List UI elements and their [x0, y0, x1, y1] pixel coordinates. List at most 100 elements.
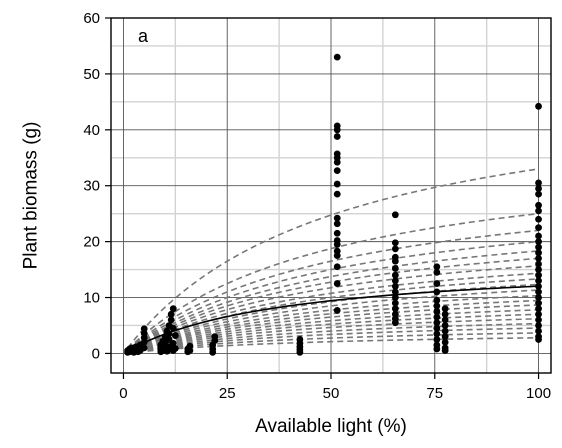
data-point — [441, 338, 449, 346]
data-point — [535, 215, 542, 223]
group-curve — [127, 250, 539, 352]
group-curve — [127, 283, 539, 353]
data-point — [333, 263, 341, 271]
data-point — [391, 277, 399, 285]
group-curve — [127, 240, 539, 351]
data-point — [391, 257, 399, 265]
data-point — [535, 238, 542, 246]
data-point — [535, 316, 542, 324]
y-tick-label: 10 — [83, 290, 100, 307]
data-point — [433, 280, 441, 287]
data-point — [433, 345, 441, 353]
data-point — [433, 330, 441, 338]
data-point — [296, 336, 304, 343]
data-point — [140, 344, 148, 352]
data-point — [535, 288, 542, 296]
y-tick-label: 40 — [83, 122, 100, 139]
data-point — [391, 299, 399, 307]
x-axis-title: Available light (%) — [255, 416, 407, 437]
y-axis-title: Plant biomass (g) — [21, 122, 42, 270]
data-point — [441, 333, 449, 341]
data-point — [535, 249, 542, 257]
group-curve — [127, 229, 539, 351]
data-point — [333, 252, 341, 259]
y-tick-label: 30 — [83, 178, 100, 195]
data-point — [433, 336, 441, 343]
group-curve — [127, 327, 539, 354]
data-point — [535, 305, 542, 313]
data-point — [441, 327, 449, 335]
group-curve — [127, 309, 539, 353]
data-point — [535, 310, 542, 318]
data-point — [165, 330, 173, 338]
data-point — [391, 245, 399, 253]
y-tick-label: 50 — [83, 66, 100, 83]
data-point — [535, 282, 542, 290]
data-point — [140, 325, 148, 333]
data-point — [441, 347, 449, 355]
data-point — [333, 133, 341, 140]
data-point — [535, 190, 542, 198]
data-point — [333, 214, 341, 222]
y-axis-ticks: 0 10 20 30 40 50 60 — [83, 10, 111, 362]
group-curve — [126, 168, 539, 349]
data-point — [391, 282, 399, 290]
data-point — [535, 294, 542, 301]
group-curve — [127, 336, 539, 354]
data-point — [169, 324, 177, 332]
data-point — [333, 180, 341, 188]
group-curves — [126, 168, 539, 354]
data-points — [124, 53, 542, 356]
group-curve — [127, 317, 539, 354]
data-point — [535, 179, 542, 187]
data-point — [433, 313, 441, 321]
data-point — [333, 158, 341, 166]
x-axis-ticks: 0 25 50 75 100 — [119, 373, 551, 402]
data-point — [391, 271, 399, 279]
mean-curve — [127, 285, 539, 352]
data-point — [433, 263, 441, 271]
data-point — [441, 322, 449, 329]
data-point — [186, 347, 194, 355]
data-point — [535, 336, 542, 343]
group-curve — [127, 322, 539, 354]
major-gridlines — [111, 17, 551, 373]
data-point — [433, 302, 441, 310]
data-point — [535, 266, 542, 273]
data-point — [433, 296, 441, 304]
data-point — [441, 316, 449, 324]
x-tick-label: 50 — [323, 385, 340, 402]
data-point — [167, 310, 175, 318]
data-point — [535, 271, 542, 279]
data-point — [333, 53, 341, 61]
data-point — [167, 316, 175, 324]
data-point — [391, 265, 399, 272]
data-point — [535, 322, 542, 329]
data-point — [441, 310, 449, 318]
group-curve — [127, 313, 539, 354]
data-point — [333, 167, 341, 175]
group-curve — [127, 272, 539, 352]
data-point — [433, 268, 441, 276]
data-point — [535, 254, 542, 262]
x-tick-label: 0 — [119, 385, 127, 402]
data-point — [433, 324, 441, 332]
panel-label: a — [138, 26, 149, 46]
data-point — [535, 260, 542, 268]
group-curve — [127, 257, 539, 352]
y-tick-label: 20 — [83, 234, 100, 251]
group-curve — [127, 294, 539, 353]
data-point — [535, 277, 542, 285]
data-point — [171, 332, 179, 339]
data-point — [433, 308, 441, 315]
data-point — [333, 126, 341, 134]
data-point — [391, 294, 399, 301]
data-point — [535, 185, 542, 192]
group-curve — [127, 265, 539, 352]
data-point — [333, 229, 341, 237]
data-point — [171, 345, 179, 352]
data-point — [333, 306, 341, 314]
data-point — [535, 299, 542, 307]
x-tick-label: 75 — [426, 385, 443, 402]
